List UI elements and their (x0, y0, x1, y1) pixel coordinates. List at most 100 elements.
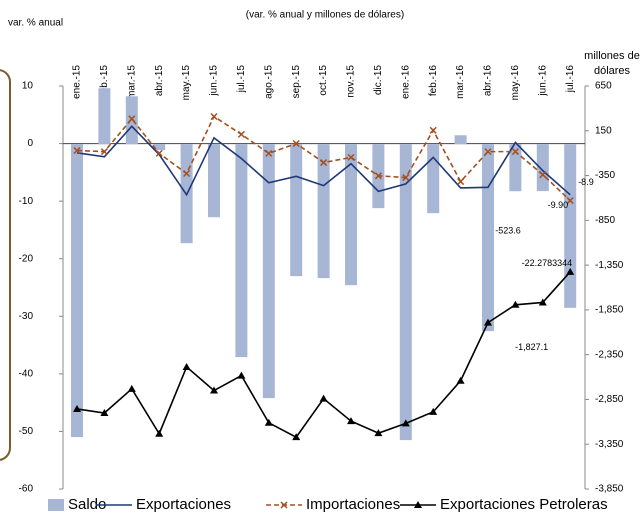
bar (290, 144, 303, 277)
y-axis-label: var. % anual (8, 18, 63, 29)
point (128, 115, 136, 123)
point (155, 149, 163, 157)
y2-axis-label: dólares (594, 65, 631, 77)
y-tick-label: -20 (19, 253, 34, 264)
y2-tick-label: 150 (595, 125, 612, 136)
y2-axis-label: millones de (584, 50, 640, 62)
point (100, 409, 109, 417)
bar (153, 144, 166, 151)
x-tick-label: sep.-15 (291, 65, 302, 99)
point (237, 130, 245, 138)
point (319, 394, 328, 402)
chart-title: (var. % anual y millones de dólares) (246, 10, 404, 21)
x-tick-label: ene.-15 (72, 65, 83, 99)
y-tick-label: 0 (27, 138, 33, 149)
legend-label: Exportaciones Petroleras (440, 496, 608, 513)
point (456, 376, 465, 384)
legend-marker (414, 501, 422, 508)
y2-tick-label: 650 (595, 81, 612, 92)
point (73, 404, 81, 412)
bar (564, 144, 577, 308)
bar (345, 144, 357, 286)
bar (208, 144, 220, 218)
y2-tick-label: -2,350 (595, 349, 624, 360)
y-tick-label: -30 (19, 311, 34, 322)
series-line (76, 271, 571, 439)
point (347, 417, 355, 425)
y-tick-label: 10 (22, 81, 34, 92)
y-tick-label: -60 (19, 484, 34, 495)
bar (454, 135, 467, 145)
point (511, 300, 520, 308)
point (183, 169, 191, 178)
bar (125, 96, 138, 145)
x-tick-label: jul.-15 (236, 65, 247, 94)
point (429, 126, 437, 134)
x-tick-label: mar.-16 (455, 65, 466, 99)
point (292, 140, 300, 148)
x-tick-label: may.-15 (181, 65, 192, 101)
point (73, 146, 81, 155)
point (457, 178, 465, 186)
point (402, 174, 410, 182)
legend-marker (280, 501, 288, 509)
x-tick-label: feb.-15 (99, 65, 110, 97)
point (566, 267, 575, 275)
bar (536, 144, 549, 192)
point (210, 386, 218, 394)
x-tick-label: abr.-15 (154, 65, 165, 97)
point (374, 172, 382, 180)
point (539, 171, 547, 179)
point (484, 148, 492, 156)
data-label: -9.90 (548, 200, 569, 210)
bar (262, 144, 275, 399)
y2-tick-label: -850 (595, 215, 615, 226)
y2-tick-label: -350 (595, 170, 615, 181)
legend-label: Importaciones (306, 496, 400, 513)
side-frame (0, 69, 11, 461)
point (265, 149, 273, 157)
x-tick-label: feb.-16 (428, 65, 439, 97)
point (566, 197, 574, 205)
x-tick-label: ene.-16 (400, 65, 411, 99)
legend-label: Saldo (68, 496, 106, 513)
legend-swatch (48, 499, 64, 511)
x-tick-label: jul.-16 (565, 65, 576, 94)
point (374, 429, 383, 437)
point (401, 419, 410, 427)
point (347, 153, 355, 161)
point (484, 318, 492, 326)
point (292, 433, 301, 441)
data-label: -523.6 (495, 225, 521, 235)
x-tick-label: jun.-15 (209, 65, 220, 97)
point (182, 362, 191, 370)
bar (71, 144, 83, 438)
bar (482, 144, 494, 332)
point (320, 159, 328, 167)
point (155, 429, 164, 437)
point (264, 418, 273, 426)
point (538, 298, 547, 306)
x-tick-label: abr.-16 (483, 65, 494, 97)
x-tick-label: ago.-15 (263, 65, 274, 99)
data-label: -1,827.1 (515, 342, 548, 352)
bar (427, 144, 440, 214)
bar (235, 144, 248, 358)
legend-label: Exportaciones (136, 496, 231, 513)
data-label: -8.9 (578, 177, 594, 187)
point (210, 112, 218, 121)
bar (509, 144, 522, 192)
point (511, 148, 519, 156)
x-tick-label: oct.-15 (318, 65, 329, 96)
x-tick-label: dic.-15 (373, 65, 384, 95)
y-tick-label: -50 (19, 426, 34, 437)
y2-tick-label: -2,850 (595, 394, 624, 405)
y2-tick-label: -3,350 (595, 439, 624, 450)
x-tick-label: jun.-16 (537, 65, 548, 97)
bar (399, 144, 412, 441)
x-tick-label: nov.-15 (346, 65, 357, 98)
x-tick-label: may.-16 (510, 65, 521, 101)
y2-tick-label: -1,350 (595, 260, 624, 271)
point (100, 148, 108, 156)
